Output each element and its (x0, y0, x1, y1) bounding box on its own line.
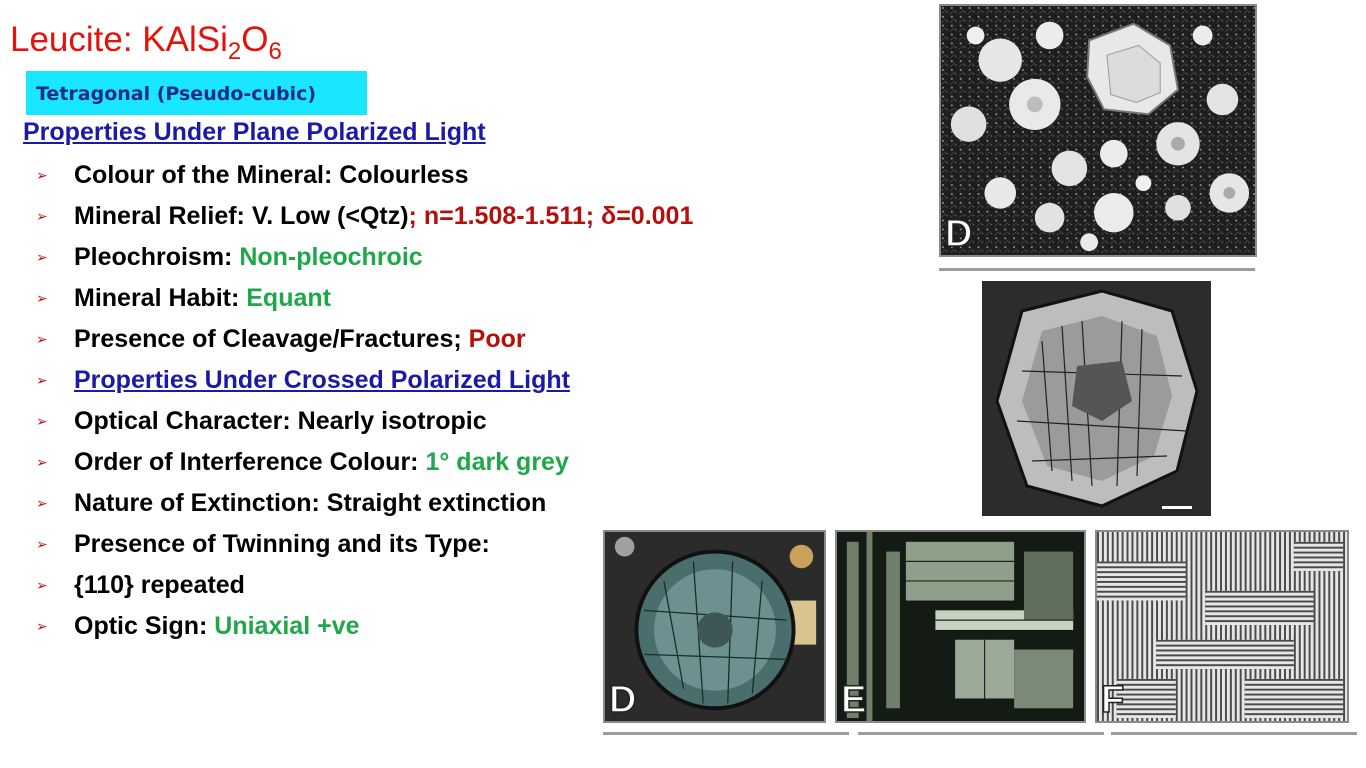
bullet-icon: ➢ (36, 618, 48, 634)
micrograph-top-d-image (941, 6, 1255, 255)
ppl-heading[interactable]: Properties Under Plane Polarized Light (23, 118, 486, 146)
bullet-icon: ➢ (36, 495, 48, 511)
micrograph-top-d: D (939, 4, 1257, 257)
list-item: ➢ Mineral Habit: Equant (36, 278, 693, 319)
photo-divider (603, 732, 849, 735)
list-item: ➢ Pleochroism: Non-pleochroic (36, 237, 693, 278)
list-item: ➢ Mineral Relief: V. Low (<Qtz); n=1.508-… (36, 196, 693, 237)
bullet-icon: ➢ (36, 372, 48, 388)
bullet-icon: ➢ (36, 331, 48, 347)
micrograph-bottom-f-image (1097, 532, 1347, 721)
bullet-icon: ➢ (36, 413, 48, 429)
bullet-icon: ➢ (36, 290, 48, 306)
xpl-heading-link[interactable]: Properties Under Crossed Polarized Light (74, 366, 570, 394)
list-item: ➢ Colour of the Mineral: Colourless (36, 155, 693, 196)
photo-label: E (840, 679, 867, 721)
slide-title: Leucite: KAlSi2O6 (10, 20, 282, 65)
micrograph-bottom-f: F (1095, 530, 1349, 723)
photo-label: D (944, 213, 973, 255)
bullet-icon: ➢ (36, 454, 48, 470)
list-item: ➢ Optic Sign: Uniaxial +ve (36, 606, 693, 647)
list-item: ➢ {110} repeated (36, 565, 693, 606)
list-item: ➢ Order of Interference Colour: 1° dark g… (36, 442, 693, 483)
photo-divider (939, 268, 1255, 271)
bullet-icon: ➢ (36, 249, 48, 265)
list-item: ➢ Properties Under Crossed Polarized Ligh… (36, 360, 693, 401)
micrograph-bottom-d: D (603, 530, 826, 723)
bullet-icon: ➢ (36, 536, 48, 552)
photo-divider (1111, 732, 1357, 735)
photo-label: D (608, 679, 637, 721)
photo-label: F (1100, 679, 1125, 721)
micrograph-bottom-d-image (605, 532, 824, 721)
micrograph-mid (982, 281, 1211, 516)
micrograph-mid-image (982, 281, 1211, 516)
list-item: ➢ Optical Character: Nearly isotropic (36, 401, 693, 442)
list-item: ➢ Presence of Twinning and its Type: (36, 524, 693, 565)
bullet-icon: ➢ (36, 167, 48, 183)
list-item: ➢ Presence of Cleavage/Fractures; Poor (36, 319, 693, 360)
list-item: ➢ Nature of Extinction: Straight extincti… (36, 483, 693, 524)
crystal-system-label: Tetragonal (Pseudo-cubic) (36, 83, 317, 105)
bullet-icon: ➢ (36, 577, 48, 593)
crystal-system-box: Tetragonal (Pseudo-cubic) (26, 71, 367, 115)
micrograph-bottom-e: E (835, 530, 1086, 723)
properties-list: ➢ Colour of the Mineral: Colourless ➢ Mine… (36, 155, 693, 647)
micrograph-bottom-e-image (837, 532, 1084, 721)
photo-divider (858, 732, 1104, 735)
bullet-icon: ➢ (36, 208, 48, 224)
